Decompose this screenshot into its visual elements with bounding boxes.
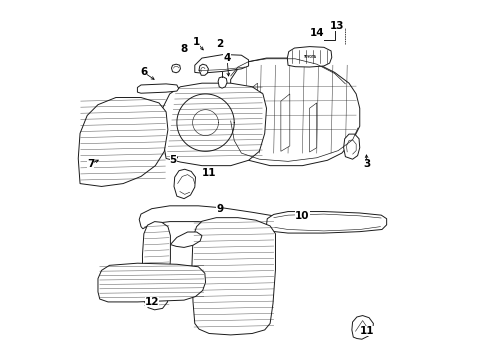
Polygon shape — [199, 64, 208, 75]
Text: 8: 8 — [180, 44, 188, 54]
Text: 5: 5 — [170, 155, 177, 165]
Text: 4: 4 — [223, 53, 231, 63]
Polygon shape — [281, 94, 290, 151]
Text: 11: 11 — [202, 168, 217, 178]
Polygon shape — [227, 58, 360, 166]
Polygon shape — [343, 134, 360, 159]
Text: 2: 2 — [216, 39, 223, 49]
Polygon shape — [98, 263, 205, 302]
Polygon shape — [352, 316, 373, 339]
Text: 6: 6 — [140, 67, 147, 77]
Polygon shape — [267, 212, 387, 233]
Text: 7: 7 — [87, 159, 95, 169]
Text: 13: 13 — [330, 21, 345, 31]
Polygon shape — [143, 222, 171, 310]
Polygon shape — [137, 84, 179, 93]
Polygon shape — [172, 64, 180, 73]
Text: 10: 10 — [295, 211, 310, 221]
Polygon shape — [195, 54, 248, 73]
Polygon shape — [174, 169, 196, 199]
Text: 1: 1 — [193, 37, 200, 47]
Text: 11: 11 — [360, 325, 374, 336]
Polygon shape — [218, 77, 227, 88]
Polygon shape — [139, 206, 286, 231]
Text: TOYOTA: TOYOTA — [304, 55, 317, 59]
Text: 3: 3 — [363, 159, 370, 169]
Polygon shape — [163, 83, 267, 166]
Polygon shape — [192, 218, 275, 335]
Polygon shape — [287, 46, 332, 67]
Polygon shape — [248, 83, 258, 144]
Polygon shape — [78, 98, 168, 186]
Text: 12: 12 — [145, 297, 159, 307]
Polygon shape — [171, 232, 202, 247]
Polygon shape — [310, 103, 317, 152]
Text: 14: 14 — [309, 28, 324, 38]
Text: 9: 9 — [216, 204, 223, 214]
